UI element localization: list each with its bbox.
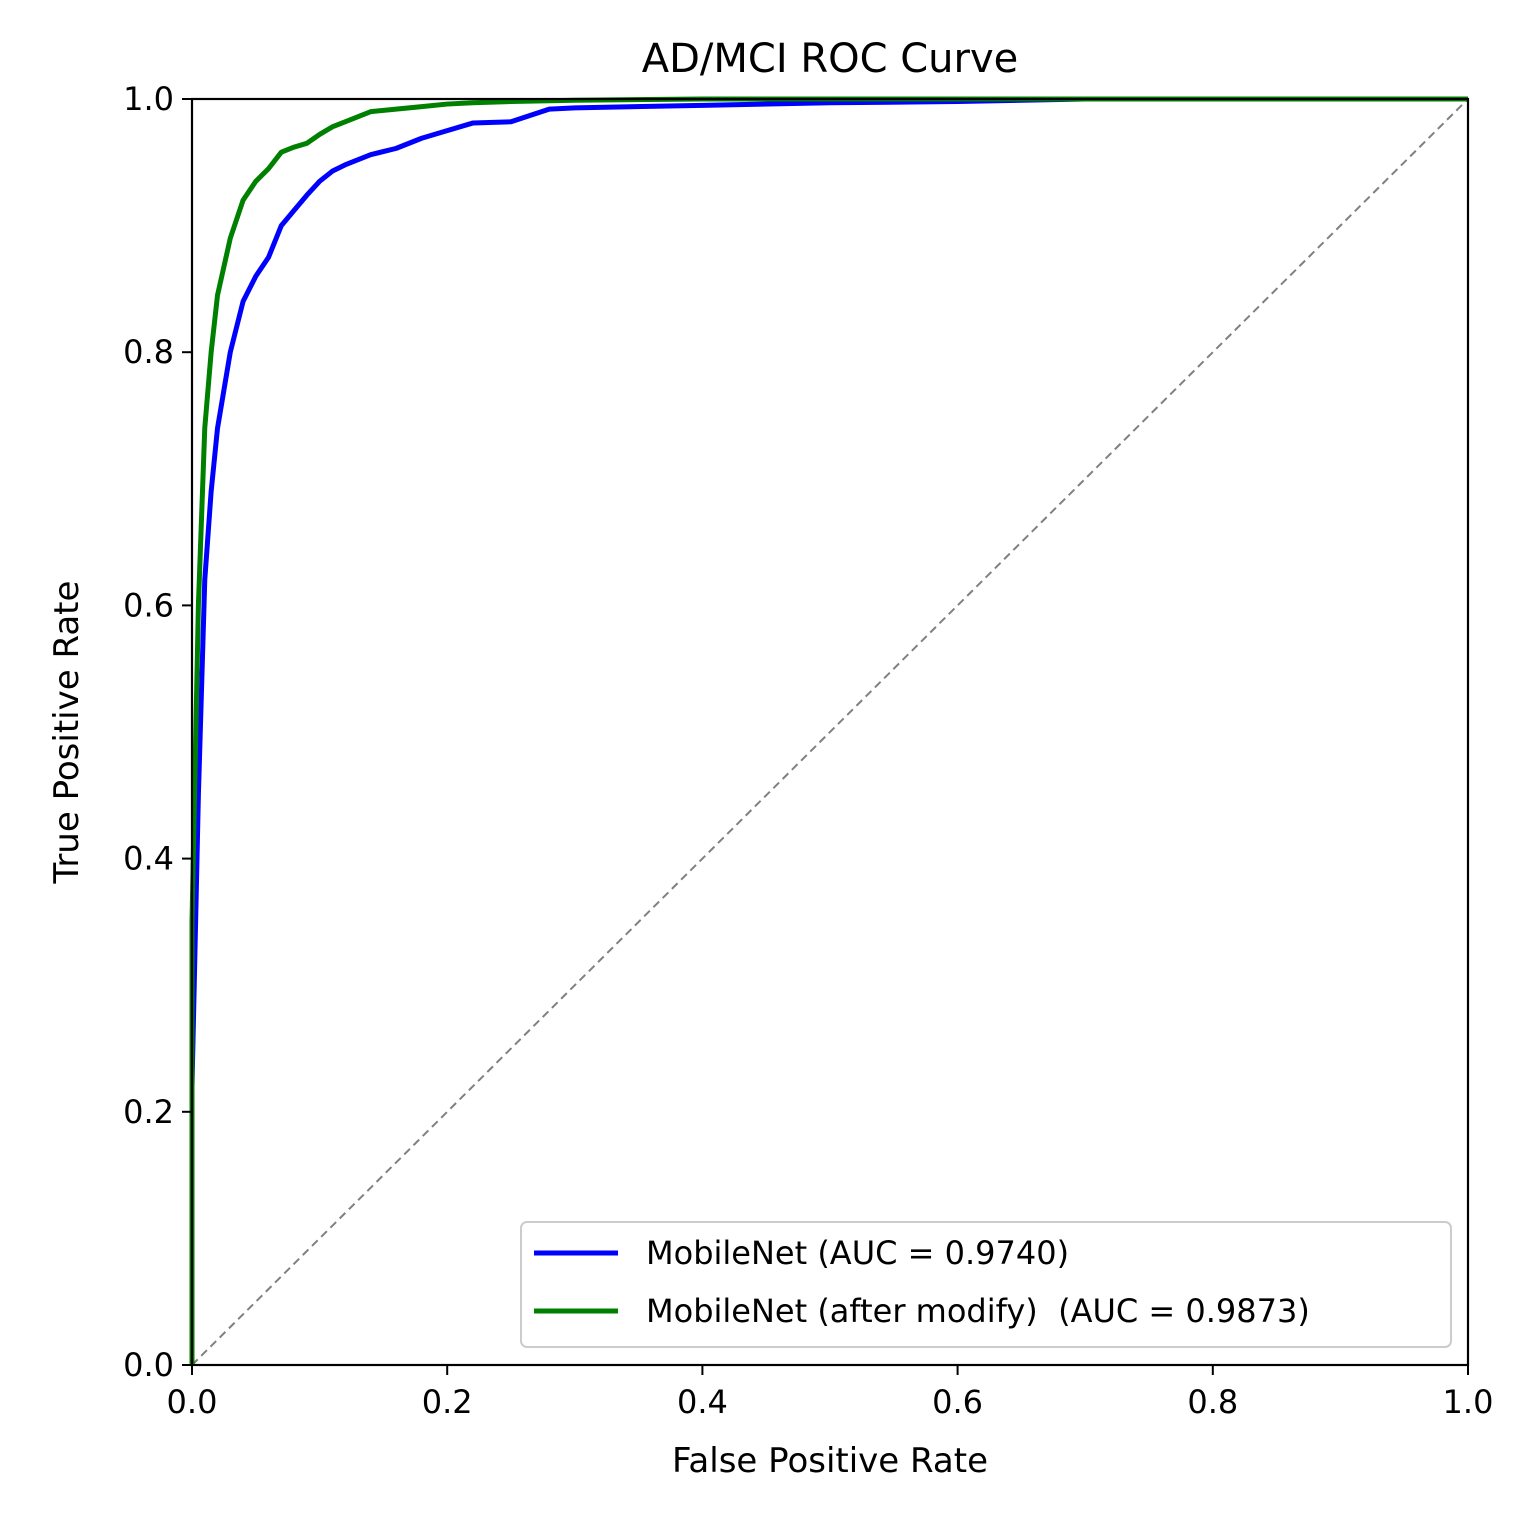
x-tick-label: 0.4 <box>677 1383 728 1421</box>
reference-diagonal-line <box>191 98 1469 1366</box>
y-tick-label: 0.0 <box>123 1346 174 1384</box>
series-line-1 <box>189 96 1468 1365</box>
y-tick-label: 1.0 <box>123 80 174 118</box>
y-axis-ticks: 0.0 0.2 0.4 0.6 0.8 1.0 <box>123 80 192 1384</box>
legend-box <box>520 1221 1452 1348</box>
chart-title: AD/MCI ROC Curve <box>642 36 1019 82</box>
y-tick-label: 0.6 <box>123 586 174 624</box>
x-tick-label: 0.2 <box>422 1383 473 1421</box>
y-axis-label: True Positive Rate <box>47 581 87 885</box>
x-tick-label: 0.8 <box>1187 1383 1238 1421</box>
legend-entries: MobileNet (AUC = 0.9740) MobileNet (after… <box>534 1234 1310 1330</box>
x-axis-ticks: 0.0 0.2 0.4 0.6 0.8 1.0 <box>167 1365 1494 1421</box>
x-tick-label: 0.0 <box>167 1383 218 1421</box>
plot-area <box>189 96 1470 1367</box>
x-tick-label: 1.0 <box>1443 1383 1494 1421</box>
y-tick-label: 0.8 <box>123 333 174 371</box>
y-tick-label: 0.2 <box>123 1093 174 1131</box>
legend: MobileNet (AUC = 0.9740) MobileNet (after… <box>520 1221 1452 1348</box>
plot-frame <box>190 97 1470 1367</box>
legend-label-1: MobileNet (AUC = 0.9740) <box>646 1234 1069 1272</box>
legend-label-2: MobileNet (after modify) (AUC = 0.9873) <box>646 1292 1310 1330</box>
x-tick-label: 0.6 <box>932 1383 983 1421</box>
y-tick-label: 0.4 <box>123 840 174 878</box>
x-axis-label: False Positive Rate <box>672 1441 988 1481</box>
